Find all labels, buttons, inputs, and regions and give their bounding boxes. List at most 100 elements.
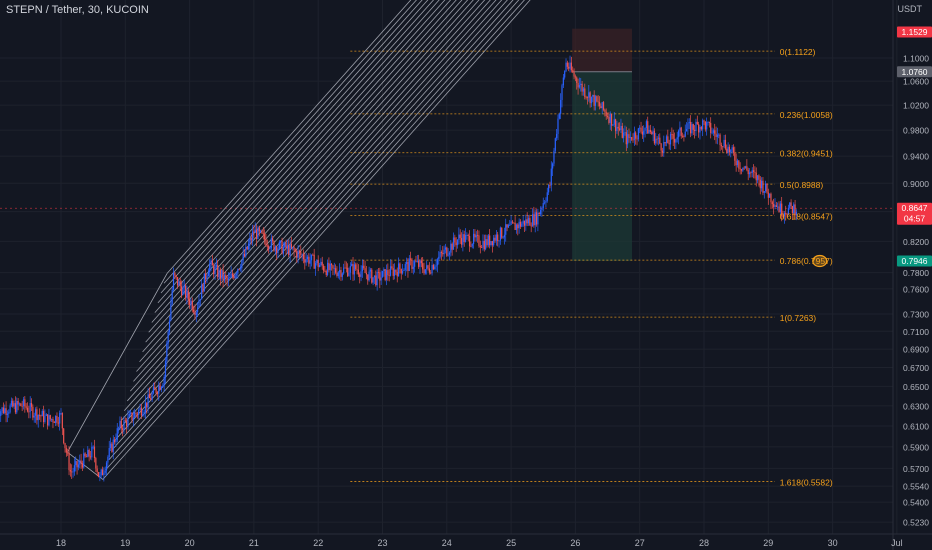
candle-body bbox=[288, 245, 290, 256]
candle-body bbox=[218, 269, 220, 278]
pitchfork-line bbox=[126, 0, 486, 402]
candle-body bbox=[628, 134, 630, 138]
candle-body bbox=[41, 411, 43, 417]
candle-body bbox=[560, 99, 562, 114]
candle-body bbox=[518, 221, 520, 229]
candle-body bbox=[736, 160, 739, 166]
candle-body bbox=[691, 124, 693, 134]
candle-body bbox=[485, 239, 487, 250]
candle-body bbox=[61, 412, 63, 429]
candle-body bbox=[482, 240, 484, 248]
candle-body bbox=[99, 475, 101, 477]
candle-body bbox=[651, 132, 653, 135]
fib-level-label: 0(1.1122) bbox=[780, 47, 816, 57]
pitchfork-line bbox=[163, 0, 417, 284]
candle-body bbox=[688, 121, 690, 124]
candle-body bbox=[171, 289, 173, 304]
candle-body bbox=[245, 246, 247, 257]
candle-body bbox=[6, 413, 9, 415]
candle-body bbox=[644, 127, 646, 131]
candle-body bbox=[79, 460, 81, 465]
candle-body bbox=[643, 130, 645, 135]
candle-body bbox=[312, 254, 314, 256]
candle-body bbox=[140, 407, 142, 416]
candle-body bbox=[63, 428, 65, 444]
pitchfork-line bbox=[166, 0, 412, 274]
candle-body bbox=[602, 102, 605, 110]
candle-body bbox=[491, 241, 493, 246]
y-tick-label: 0.5900 bbox=[903, 442, 929, 452]
candle-body bbox=[438, 256, 440, 260]
candle-body bbox=[545, 200, 547, 203]
candle-body bbox=[109, 443, 112, 448]
candle-body bbox=[191, 300, 193, 310]
candle-body bbox=[344, 267, 346, 269]
candle-body bbox=[229, 277, 231, 279]
candle-body bbox=[585, 96, 587, 98]
x-tick-label: 20 bbox=[185, 538, 195, 548]
candle-body bbox=[32, 406, 34, 418]
candle-body bbox=[308, 256, 310, 264]
price-label-target bbox=[897, 255, 932, 267]
candle-body bbox=[286, 245, 288, 249]
plot-area bbox=[0, 0, 893, 482]
y-tick-label: 0.9800 bbox=[903, 126, 929, 136]
candle-body bbox=[199, 299, 201, 301]
candle-body bbox=[712, 130, 714, 133]
candle-body bbox=[451, 243, 453, 250]
candle-body bbox=[621, 125, 623, 138]
candle-body bbox=[489, 235, 491, 246]
candle-body bbox=[750, 172, 752, 174]
y-tick-label: 0.6700 bbox=[903, 363, 929, 373]
candle-body bbox=[499, 227, 501, 241]
candle-body bbox=[636, 138, 638, 140]
candle-body bbox=[742, 167, 744, 171]
candle-body bbox=[423, 269, 425, 274]
candle-body bbox=[17, 400, 19, 405]
candle-body bbox=[37, 414, 39, 421]
candle-body bbox=[108, 447, 110, 457]
candle-body bbox=[202, 284, 204, 292]
candle-body bbox=[773, 203, 775, 207]
candle-body bbox=[748, 172, 751, 175]
candle-body bbox=[364, 268, 366, 273]
candle-body bbox=[21, 405, 23, 407]
candle-body bbox=[60, 412, 62, 414]
candle-body bbox=[337, 272, 339, 276]
candle-body bbox=[349, 265, 351, 273]
pitchfork-line bbox=[148, 0, 446, 333]
candle-body bbox=[448, 252, 451, 255]
candle-body bbox=[96, 468, 98, 473]
candle-body bbox=[384, 269, 386, 280]
pitchfork-line bbox=[111, 0, 514, 451]
candle-body bbox=[577, 82, 579, 88]
candle-body bbox=[160, 387, 163, 390]
candle-body bbox=[758, 175, 760, 180]
candle-body bbox=[406, 261, 408, 265]
candle-body bbox=[116, 428, 118, 441]
candle-body bbox=[69, 470, 71, 472]
candle-body bbox=[253, 231, 255, 233]
candle-body bbox=[535, 212, 538, 225]
candle-body bbox=[601, 102, 603, 109]
candle-body bbox=[403, 269, 405, 272]
price-label-countdown: 04:57 bbox=[904, 214, 926, 224]
candle-body bbox=[272, 238, 274, 242]
x-tick-label: 28 bbox=[699, 538, 709, 548]
candle-body bbox=[268, 246, 270, 249]
candle-body bbox=[526, 219, 528, 224]
candle-body bbox=[297, 250, 299, 258]
x-tick-label: 26 bbox=[570, 538, 580, 548]
candle-body bbox=[541, 208, 543, 211]
candle-body bbox=[376, 271, 378, 286]
candle-body bbox=[363, 265, 365, 269]
candle-body bbox=[470, 246, 472, 248]
candle-body bbox=[562, 77, 564, 86]
candle-body bbox=[135, 412, 137, 414]
candle-body bbox=[430, 272, 432, 274]
candle-body bbox=[584, 88, 586, 97]
candle-body bbox=[80, 460, 82, 464]
candle-body bbox=[778, 206, 780, 212]
candle-body bbox=[290, 244, 293, 248]
